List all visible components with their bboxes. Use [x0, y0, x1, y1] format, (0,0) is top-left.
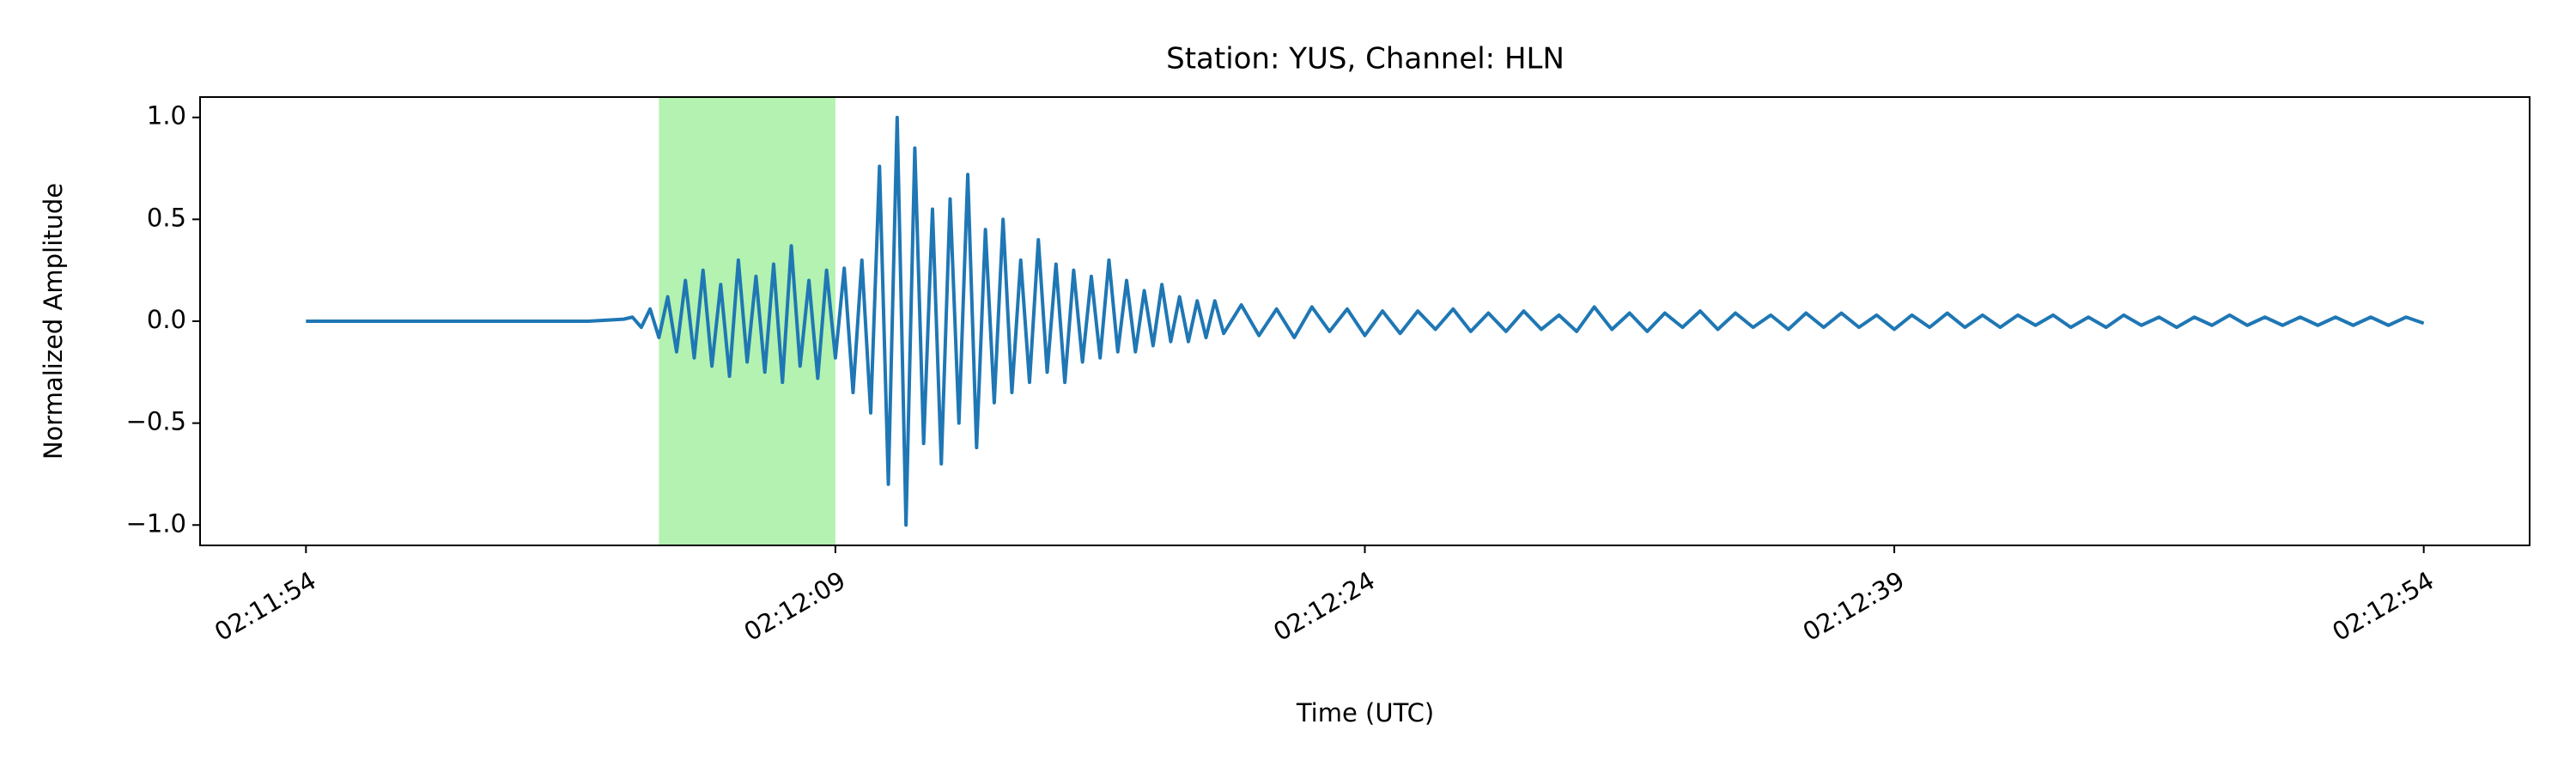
x-tick-label: 02:12:09: [739, 566, 851, 648]
y-tick-label: −0.5: [126, 407, 186, 436]
chart-title: Station: YUS, Channel: HLN: [1166, 42, 1564, 76]
y-tick-label: 0.0: [147, 305, 186, 334]
waveform-line: [306, 115, 2425, 527]
y-tick-label: 1.0: [147, 101, 186, 131]
x-axis-label: Time (UTC): [1296, 698, 1434, 727]
x-tick-label: 02:12:39: [1798, 566, 1910, 648]
x-tick-label: 02:12:54: [2327, 566, 2439, 648]
shaded-span: [659, 97, 835, 545]
y-tick-label: 0.5: [147, 203, 186, 232]
y-axis-label: Normalized Amplitude: [39, 183, 68, 460]
x-tick-label: 02:11:54: [210, 566, 321, 648]
x-tick-label: 02:12:24: [1268, 566, 1380, 648]
y-tick-label: −1.0: [126, 508, 186, 538]
